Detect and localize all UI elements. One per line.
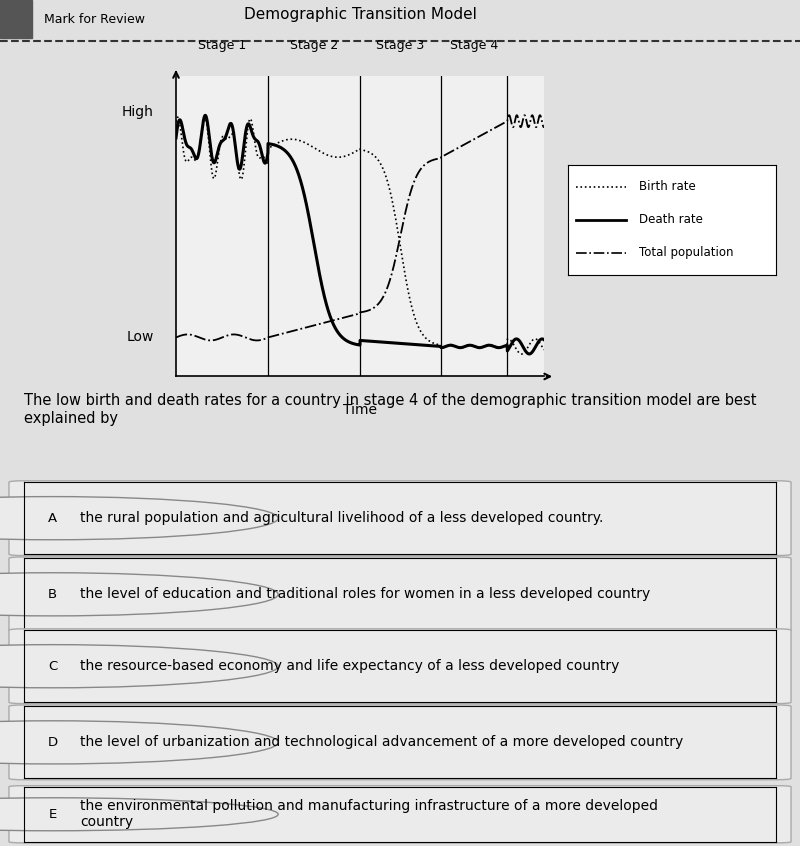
FancyBboxPatch shape — [9, 557, 791, 632]
Text: E: E — [49, 808, 57, 821]
Text: Time: Time — [343, 404, 377, 417]
Text: Stage 3: Stage 3 — [376, 39, 425, 52]
FancyBboxPatch shape — [9, 629, 791, 704]
Text: C: C — [48, 660, 58, 673]
Text: B: B — [48, 588, 57, 601]
Text: the environmental pollution and manufacturing infrastructure of a more developed: the environmental pollution and manufact… — [80, 799, 658, 829]
Text: Total population: Total population — [638, 246, 734, 260]
Text: High: High — [122, 105, 154, 119]
Text: A: A — [48, 512, 57, 525]
Circle shape — [0, 573, 278, 616]
Text: The low birth and death rates for a country in stage 4 of the demographic transi: The low birth and death rates for a coun… — [24, 393, 757, 426]
Text: Stage 4: Stage 4 — [450, 39, 498, 52]
FancyBboxPatch shape — [9, 786, 791, 843]
Text: Birth rate: Birth rate — [638, 180, 695, 194]
Text: Mark for Review: Mark for Review — [44, 13, 145, 25]
FancyBboxPatch shape — [9, 481, 791, 556]
Circle shape — [0, 721, 278, 764]
Circle shape — [0, 645, 278, 688]
Text: the resource-based economy and life expectancy of a less developed country: the resource-based economy and life expe… — [80, 659, 620, 673]
Text: the rural population and agricultural livelihood of a less developed country.: the rural population and agricultural li… — [80, 511, 604, 525]
Text: Low: Low — [126, 331, 154, 344]
Text: Death rate: Death rate — [638, 213, 702, 227]
Text: the level of urbanization and technological advancement of a more developed coun: the level of urbanization and technologi… — [80, 735, 684, 750]
Text: Demographic Transition Model: Demographic Transition Model — [243, 7, 477, 22]
Circle shape — [0, 497, 278, 540]
Bar — [0, 0, 32, 38]
Circle shape — [0, 798, 278, 831]
Text: Stage 2: Stage 2 — [290, 39, 338, 52]
Text: Stage 1: Stage 1 — [198, 39, 246, 52]
FancyBboxPatch shape — [9, 705, 791, 780]
Text: the level of education and traditional roles for women in a less developed count: the level of education and traditional r… — [80, 587, 650, 602]
Text: D: D — [47, 736, 58, 749]
